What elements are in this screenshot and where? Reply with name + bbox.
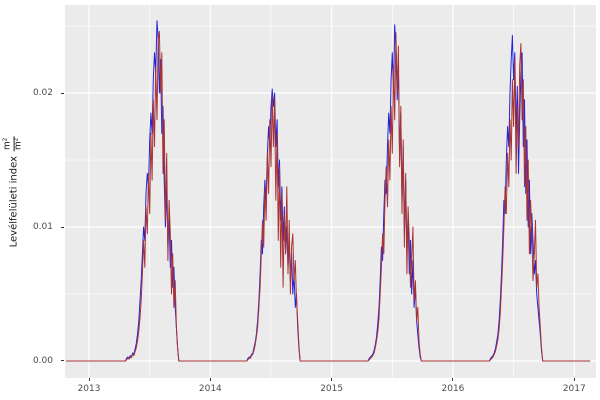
x-tick-label: 2015 [320, 384, 344, 394]
y-tick-mark [61, 226, 64, 228]
y-axis-title-text: Levélfelületi index [8, 156, 20, 248]
y-axis-unit-denominator: m² [13, 137, 24, 151]
plot-canvas [65, 5, 596, 378]
panel-background [65, 5, 596, 378]
x-tick-mark [88, 378, 90, 381]
x-tick-label: 2017 [562, 384, 586, 394]
x-tick-label: 2016 [441, 384, 465, 394]
y-tick-mark [61, 360, 64, 362]
y-tick-label: 0.02 [32, 88, 53, 99]
x-tick-mark [209, 378, 211, 381]
x-tick-mark [452, 378, 454, 381]
x-tick-label: 2014 [198, 384, 222, 394]
y-tick-label: 0.00 [32, 355, 53, 366]
plot-panel [65, 5, 596, 378]
y-axis-unit-fraction: m² m² [3, 136, 25, 152]
x-tick-mark [331, 378, 333, 381]
series-red-line [66, 30, 591, 362]
y-tick-label: 0.01 [32, 222, 53, 232]
y-tick-mark [61, 92, 64, 94]
x-tick-label: 2013 [77, 384, 101, 394]
x-tick-mark [573, 378, 575, 381]
y-axis-title: Levélfelületi index m² m² [3, 136, 25, 248]
